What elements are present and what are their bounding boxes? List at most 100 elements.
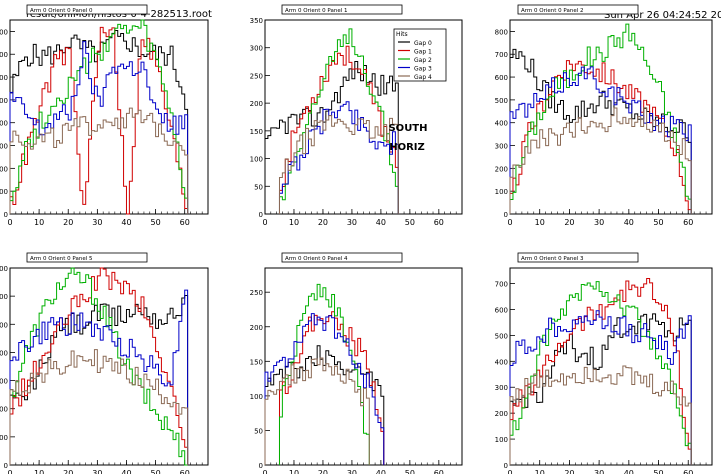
x-tick-label: 0	[7, 218, 12, 227]
x-tick-label: 30	[594, 469, 604, 474]
panel-title-box	[26, 4, 148, 15]
histogram-series-gap1	[509, 277, 692, 465]
x-tick-label: 50	[653, 469, 663, 474]
y-tick-label: 700	[495, 281, 508, 289]
histogram-series-gap1	[278, 45, 399, 214]
timestamp-label: Sun Apr 26 04:24:52 2009	[604, 10, 721, 21]
y-tick-label: 700	[0, 265, 8, 273]
x-tick-label: 10	[535, 469, 545, 474]
x-tick-label: 40	[376, 469, 386, 474]
x-tick-label: 20	[318, 469, 328, 474]
histogram-series-gap1	[9, 267, 189, 465]
x-tick-label: 30	[594, 218, 604, 227]
y-tick-label: 0	[4, 211, 8, 219]
y-tick-label: 250	[250, 289, 263, 297]
y-tick-label: 0	[504, 211, 508, 219]
x-tick-label: 60	[434, 218, 444, 227]
x-tick-label: 60	[434, 469, 444, 474]
legend-entry: Gap 3	[414, 66, 432, 73]
x-tick-label: 60	[180, 469, 190, 474]
histogram-series-gap3	[264, 313, 385, 465]
histogram-series-gap2	[278, 28, 399, 214]
y-tick-label: 500	[0, 97, 8, 105]
plot-frame	[509, 267, 713, 466]
histogram-panel-4: Arm 0 Orient 0 Panel 4 0 10 20 30 40 50 60 0 50 10…	[250, 252, 463, 474]
histogram-series-gap2	[509, 23, 692, 214]
histogram-series-gap0	[9, 30, 189, 214]
x-tick-label: 40	[624, 218, 634, 227]
y-tick-label: 100	[495, 436, 508, 444]
y-tick-label: 600	[495, 74, 508, 82]
x-tick-label: 10	[289, 469, 299, 474]
x-tick-label: 0	[507, 469, 512, 474]
y-tick-label: 400	[0, 120, 8, 128]
panel-title: Arm 0 Orient 0 Panel 4	[285, 256, 348, 262]
histogram-series-gap3	[278, 101, 399, 214]
histogram-series-gap3	[509, 310, 692, 465]
file-path-label: result/onlMon/histos-0-4-282513.root	[26, 9, 212, 20]
y-tick-label: 100	[250, 156, 263, 164]
y-tick-label: 200	[495, 165, 508, 173]
y-tick-label: 300	[0, 143, 8, 151]
y-tick-label: 600	[0, 74, 8, 82]
y-tick-label: 100	[495, 188, 508, 196]
y-tick-label: 150	[250, 128, 263, 136]
histogram-panel-1: Arm 0 Orient 0 Panel 1 0 10 20 30 40 50 60 0 50 10…	[250, 4, 463, 227]
x-tick-label: 30	[92, 469, 102, 474]
panel-title-box	[517, 252, 639, 263]
y-tick-label: 50	[254, 427, 263, 435]
x-tick-label: 20	[318, 218, 328, 227]
y-tick-label: 100	[0, 434, 8, 442]
histogram-panel-5: Arm 0 Orient 0 Panel 30 10 20 30 40 50 6001002…	[495, 252, 713, 474]
legend-entry: Gap 4	[414, 74, 432, 81]
histogram-series-gap3	[9, 289, 189, 465]
histogram-series-gap3	[9, 41, 189, 214]
panel-title-box	[26, 252, 148, 263]
y-tick-label: 400	[495, 120, 508, 128]
x-tick-label: 0	[262, 469, 267, 474]
y-tick-label: 500	[495, 97, 508, 105]
x-tick-label: 60	[683, 469, 693, 474]
y-tick-label: 100	[250, 393, 263, 401]
side-annotation: SOUTH	[388, 123, 427, 134]
y-tick-label: 150	[250, 358, 263, 366]
x-tick-label: 0	[7, 469, 12, 474]
orientation-annotation: HORIZ	[389, 142, 425, 153]
y-tick-label: 200	[250, 100, 263, 108]
y-tick-label: 300	[250, 45, 263, 53]
histogram-series-gap4	[9, 107, 189, 214]
x-tick-label: 60	[683, 218, 693, 227]
y-tick-label: 300	[495, 384, 508, 392]
x-tick-label: 50	[653, 218, 663, 227]
y-tick-label: 800	[495, 28, 508, 36]
panel-title: Arm 0 Orient 0 Panel 5	[30, 256, 93, 262]
y-tick-label: 200	[250, 324, 263, 332]
panel-title-box	[281, 252, 403, 263]
histogram-panel-0: Arm 0 Orient 0 Panel 0010203040506001002…	[0, 4, 209, 227]
y-tick-label: 250	[250, 72, 263, 80]
histogram-series-gap0	[509, 313, 692, 465]
y-tick-label: 700	[0, 51, 8, 59]
x-tick-label: 50	[405, 218, 415, 227]
y-tick-label: 300	[0, 378, 8, 386]
histogram-series-gap0	[264, 61, 399, 214]
y-tick-label: 600	[0, 293, 8, 301]
y-tick-label: 800	[0, 28, 8, 36]
x-tick-label: 10	[289, 218, 299, 227]
x-tick-label: 40	[376, 218, 386, 227]
legend-title: Hits	[396, 31, 408, 38]
y-tick-label: 200	[0, 165, 8, 173]
y-tick-label: 500	[0, 321, 8, 329]
x-tick-label: 50	[150, 218, 160, 227]
x-tick-label: 60	[180, 218, 190, 227]
histogram-series-gap4	[264, 357, 370, 465]
panel-title: Arm 0 Orient 0 Panel 2	[521, 8, 584, 14]
legend-entry: Gap 1	[414, 49, 432, 56]
y-tick-label: 700	[495, 51, 508, 59]
y-tick-label: 400	[495, 358, 508, 366]
y-tick-label: 600	[495, 306, 508, 314]
y-tick-label: 100	[0, 188, 8, 196]
y-tick-label: 0	[504, 462, 508, 470]
